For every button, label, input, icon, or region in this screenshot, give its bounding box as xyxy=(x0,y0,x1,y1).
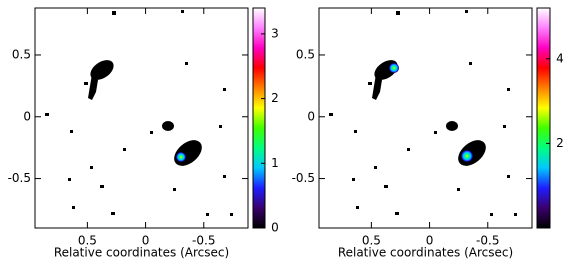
y-tick-label: 0.5 xyxy=(12,47,31,61)
image-right xyxy=(329,10,517,216)
colorbar-tick-label: 2 xyxy=(271,91,279,105)
x-tick-label: 0 xyxy=(426,234,434,248)
colorbar-tick-label: 0 xyxy=(271,221,279,235)
colorbar xyxy=(252,7,266,229)
colorbar-tick-label: 1 xyxy=(271,156,279,170)
colorbar xyxy=(536,7,551,229)
x-axis-label: Relative coordinates (Arcsec) xyxy=(54,246,229,260)
y-tick-label: -0.5 xyxy=(292,171,315,185)
x-tick-label: 0.5 xyxy=(78,234,97,248)
x-axis-label: Relative coordinates (Arcsec) xyxy=(338,246,513,260)
x-tick-label: 0.5 xyxy=(362,234,381,248)
y-tick-label: 0.5 xyxy=(296,47,315,61)
colorbar-tick-label: 4 xyxy=(556,51,564,65)
colorbar-tick-label: 2 xyxy=(556,136,564,150)
image-left xyxy=(45,10,233,216)
y-tick-label: -0.5 xyxy=(8,171,31,185)
y-tick-label: 0 xyxy=(307,109,315,123)
plot-frame xyxy=(34,7,249,229)
x-tick-label: -0.5 xyxy=(192,234,215,248)
colorbar-tick-label: 3 xyxy=(271,26,279,40)
x-tick-label: 0 xyxy=(142,234,150,248)
plot-frame xyxy=(318,7,533,229)
y-tick-label: 0 xyxy=(23,109,31,123)
x-tick-label: -0.5 xyxy=(476,234,499,248)
